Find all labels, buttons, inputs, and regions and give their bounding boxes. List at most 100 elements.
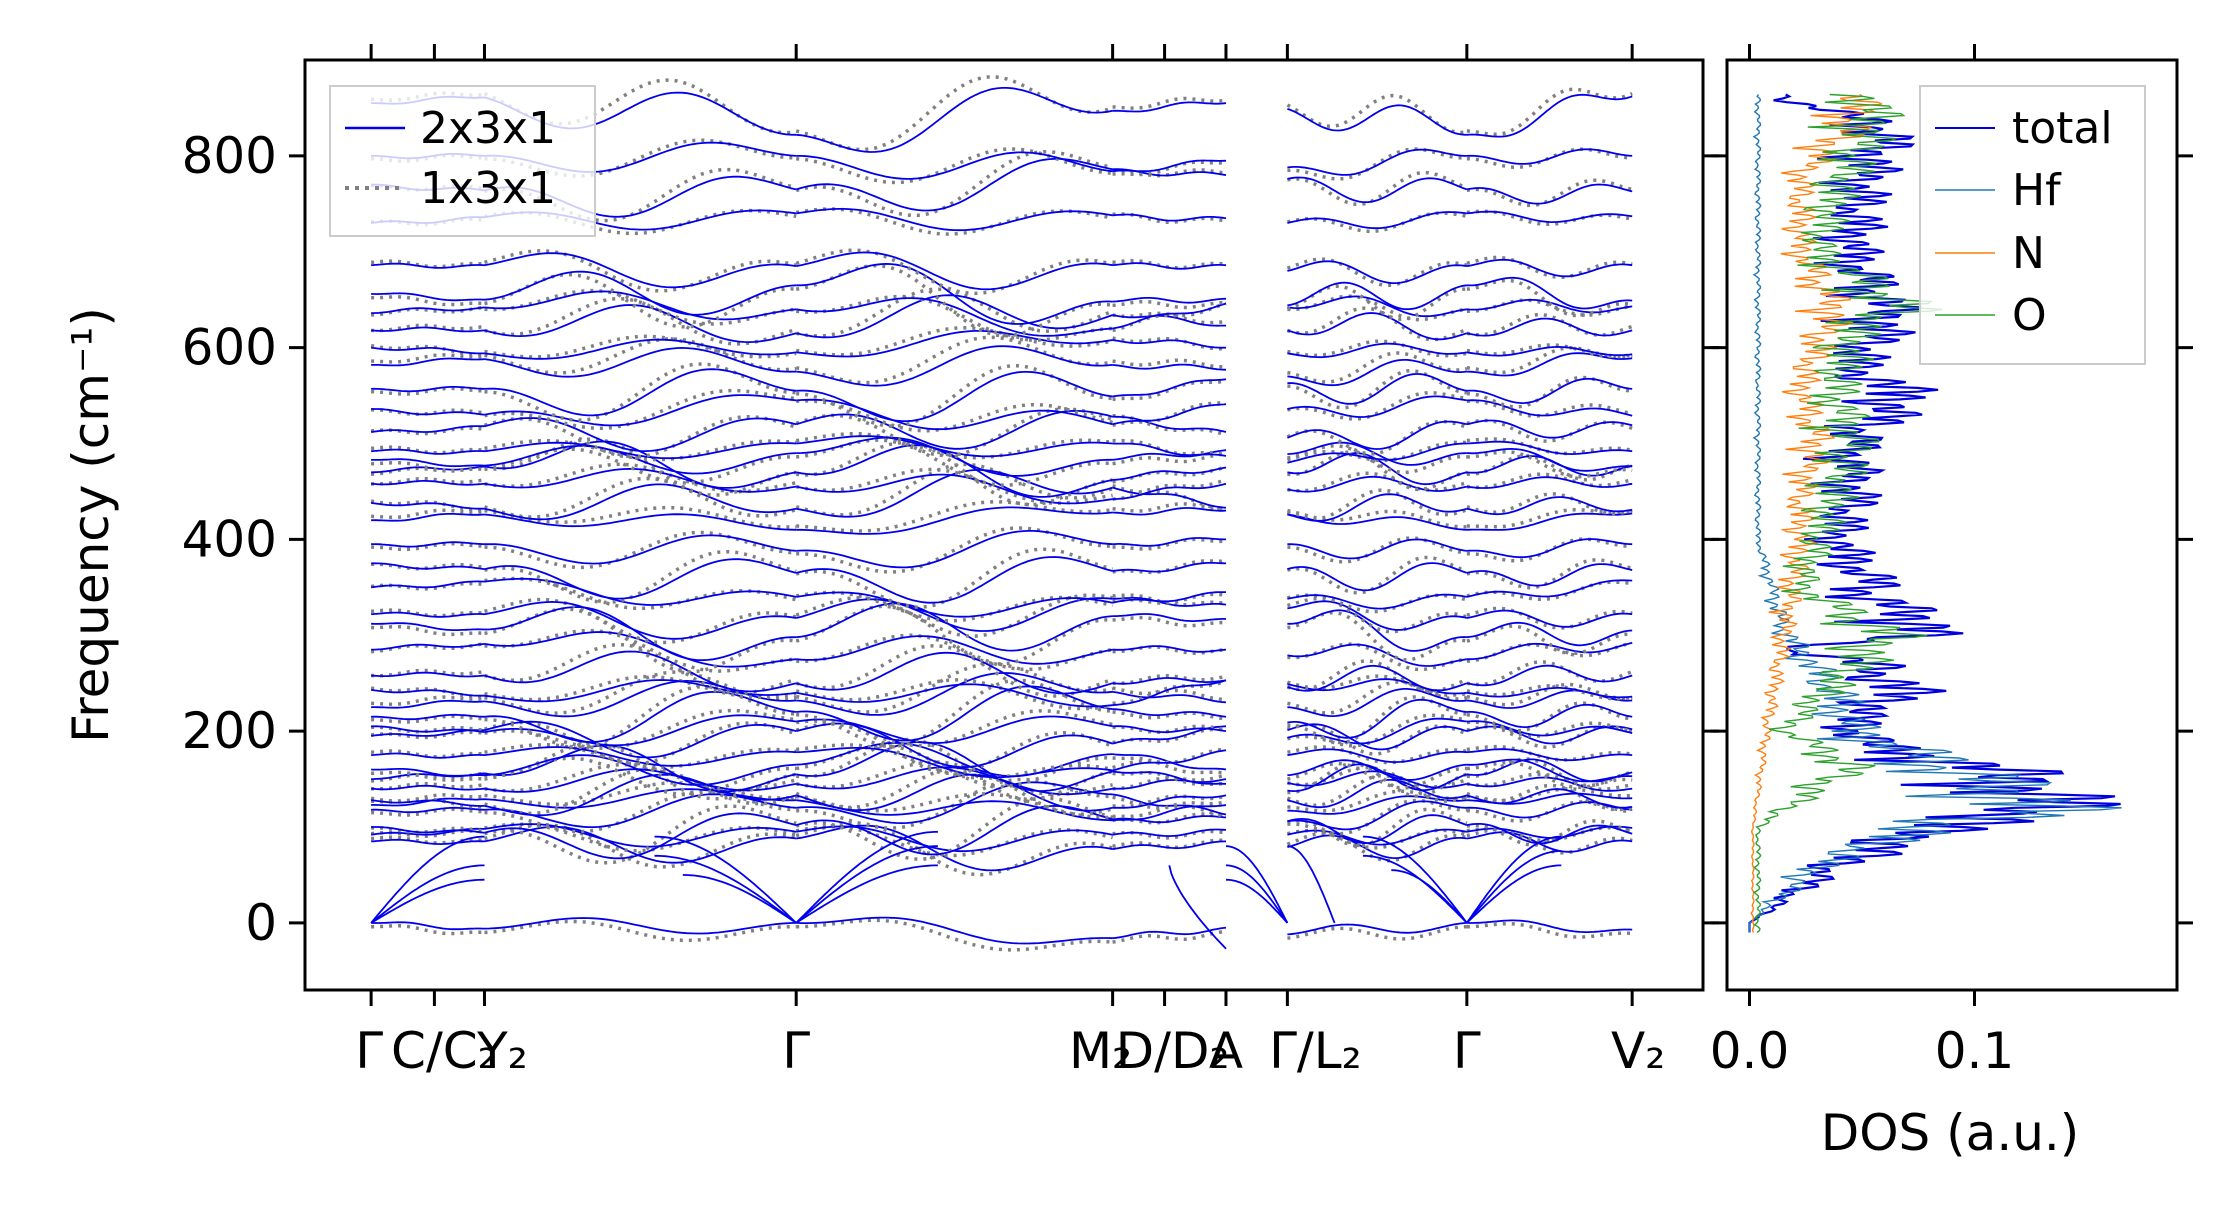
band-line-1x3x1 [1112,686,1227,702]
band-line-2x3x1 [1287,373,1468,405]
band-line-2x3x1 [1466,476,1633,489]
band-line-2x3x1 [1287,395,1468,418]
band-line-2x3x1 [1112,749,1227,772]
band-line-2x3x1 [1287,475,1468,493]
band-line-2x3x1 [796,330,1113,358]
band-line-2x3x1 [371,806,485,814]
band-line-1x3x1 [1112,559,1226,575]
band-line-1x3x1 [1286,722,1468,756]
band-line-2x3x1 [1466,801,1633,819]
band-line-2x3x1 [1287,176,1468,204]
band-line-2x3x1 [1112,314,1226,327]
band-line-2x3x1 [796,825,1113,853]
band-line-2x3x1 [484,720,797,759]
band-line-2x3x1 [1466,823,1633,845]
x-tick-label: C/C₂ [391,1022,498,1080]
band-line-2x3x1 [371,768,485,777]
band-line-1x3x1 [795,263,1113,338]
band-line-2x3x1 [371,699,485,709]
band-line-2x3x1 [371,838,485,846]
band-line-1x3x1 [484,781,797,807]
band-line-1x3x1 [1287,147,1467,181]
band-line-1x3x1 [1112,773,1227,791]
band-line-2x3x1 [1287,342,1468,359]
band-line-2x3x1 [371,292,485,302]
band-line-2x3x1 [1287,493,1468,522]
band-line-2x3x1 [371,513,485,522]
band-line-1x3x1 [1466,800,1633,823]
band-line-1x3x1 [1466,606,1633,630]
band-line-2x3x1 [1112,482,1227,500]
band-line-2x3x1 [1112,415,1227,433]
band-line-1x3x1 [795,678,1113,711]
dos-x-axis-title: DOS (a.u.) [1821,1104,2080,1162]
band-line-1x3x1 [1287,610,1468,662]
y-axis-ticks: 0 200 400 600 800 [182,127,1719,952]
band-line-2x3x1 [371,386,485,393]
band-line-2x3x1 [1466,538,1633,559]
band-line-2x3x1 [371,458,485,468]
legend-label-n: N [2012,228,2045,279]
band-line-2x3x1 [371,448,485,455]
band-line-1x3x1 [1287,170,1468,207]
band-line-2x3x1 [1466,419,1633,439]
band-line-1x3x1 [1466,312,1633,337]
band-line-1x3x1 [371,771,485,783]
band-line-2x3x1 [484,773,797,817]
band-line-2x3x1 [1112,778,1227,790]
band-line-2x3x1 [484,631,797,668]
band-line-2x3x1 [1112,804,1227,822]
dos-x-tick-label: 0.0 [1710,1022,1790,1080]
band-line-1x3x1 [371,353,485,364]
dos-y-ticks [1711,154,2193,925]
band-line-1x3x1 [371,695,485,707]
band-line-1x3x1 [370,686,485,699]
band-line-2x3x1 [484,577,797,606]
band-line-1x3x1 [1466,701,1633,733]
band-line-1x3x1 [1466,558,1633,590]
band-line-1x3x1 [484,670,797,715]
band-line-1x3x1 [796,526,1113,574]
band-line-1x3x1 [1112,336,1226,351]
band-line-2x3x1 [371,480,485,486]
band-line-1x3x1 [1286,773,1468,808]
y-tick-label: 400 [182,510,277,568]
band-line-2x3x1 [795,773,1113,812]
band-line-2x3x1 [484,394,797,427]
y-axis-title: Frequency (cm⁻¹) [62,307,120,743]
band-line-2x3x1 [484,744,797,793]
band-line-2x3x1 [484,917,797,935]
band-line-1x3x1 [795,821,1114,877]
band-line-1x3x1 [484,438,797,462]
dos-line-hf [1748,94,2122,933]
band-line-1x3x1 [1466,450,1633,479]
y-tick-label: 600 [182,319,277,377]
band-line-2x3x1 [1112,442,1227,457]
x-tick-label: Y₂ [476,1022,528,1080]
band-line-2x3x1 [371,306,485,314]
band-line-1x3x1 [371,386,485,396]
band-line-1x3x1 [795,824,1114,858]
band-line-2x3x1 [1112,486,1227,509]
band-line-2x3x1 [1287,834,1468,860]
dos-legend-box [1919,85,2146,365]
x-tick-label: A [1209,1022,1243,1080]
band-line-1x3x1 [1112,710,1227,721]
band-line-2x3x1 [1112,101,1227,113]
band-line-1x3x1 [371,464,485,476]
band-line-2x3x1 [1112,591,1226,604]
band-line-1x3x1 [1466,278,1633,318]
band-line-1x3x1 [1112,537,1227,551]
band-line-1x3x1 [484,684,797,750]
band-line-1x3x1 [1466,255,1633,280]
band-line-2x3x1 [796,916,1113,945]
band-line-2x3x1 [796,683,1113,708]
band-line-2x3x1 [795,409,1113,450]
band-line-2x3x1 [1112,708,1227,718]
band-line-2x3x1 [1112,828,1227,838]
band-line-1x3x1 [371,835,485,845]
band-line-2x3x1 [1287,260,1468,284]
band-line-2x3x1 [1287,420,1468,450]
band-line-1x3x1 [796,294,1113,342]
band-line-1x3x1 [1466,760,1633,790]
